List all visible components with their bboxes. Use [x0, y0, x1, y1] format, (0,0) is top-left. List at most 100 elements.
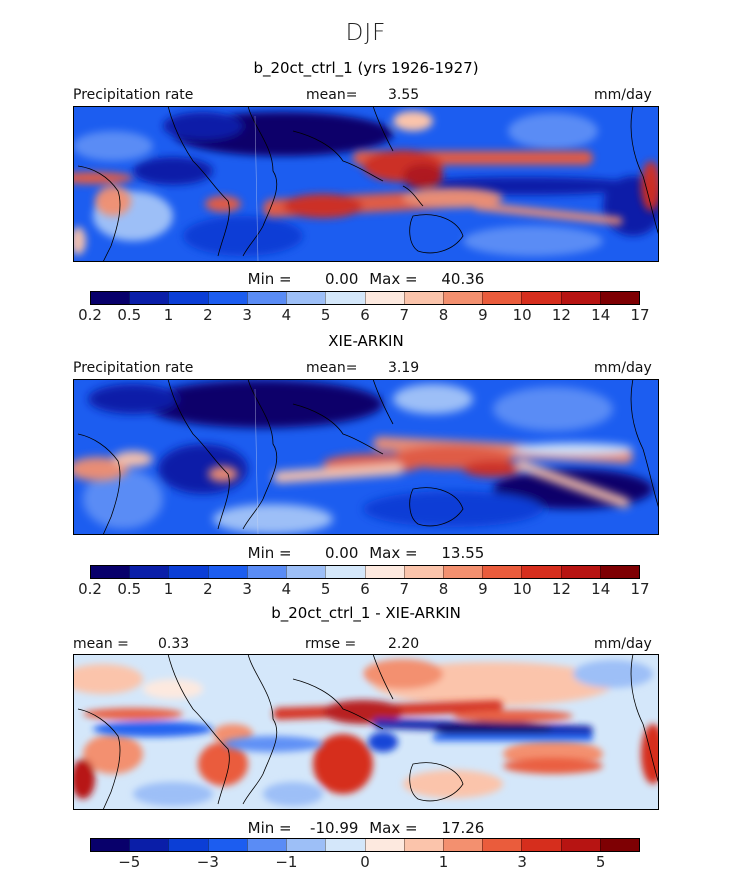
colorbar-tick-label: 17 — [630, 306, 650, 324]
panel-1-mean-label: mean= — [306, 87, 358, 103]
panel-2-variable-label: Precipitation rate — [73, 360, 194, 376]
panel-2-max-label: Max = — [369, 544, 418, 562]
colorbar-tick-label: 3 — [242, 580, 252, 598]
colorbar-swatch — [442, 292, 483, 304]
panel-1-variable-label: Precipitation rate — [73, 87, 194, 103]
colorbar-swatch — [560, 292, 600, 304]
colorbar-tick-label: 9 — [478, 580, 488, 598]
colorbar-swatch — [168, 566, 208, 578]
colorbar-swatch — [207, 566, 247, 578]
colorbar-tick-label: 4 — [281, 580, 292, 598]
panel-2-min-label: Min = — [247, 544, 292, 562]
colorbar-tick-label: 9 — [478, 306, 488, 324]
panel-1-max-value: 40.36 — [441, 270, 485, 288]
panel-1-colorbar-ticks: 0.2 0.5 1 2 3 4 5 6 7 8 9 10 12 14 17 — [78, 306, 649, 326]
colorbar-swatch — [286, 292, 326, 304]
colorbar-swatch — [286, 566, 326, 578]
colorbar-swatch — [129, 839, 169, 851]
colorbar-tick-label: 8 — [438, 306, 449, 324]
colorbar-swatch — [403, 839, 443, 851]
colorbar-tick-label: 10 — [512, 306, 532, 324]
colorbar-swatch — [91, 292, 130, 304]
colorbar-swatch — [364, 292, 404, 304]
colorbar-swatch — [599, 566, 640, 578]
colorbar-tick-label: 3 — [517, 853, 527, 871]
colorbar-tick-label: 5 — [320, 306, 331, 324]
colorbar-tick-label: 12 — [551, 580, 571, 598]
colorbar-swatch — [91, 566, 130, 578]
panel-3-min-value: -10.99 — [310, 819, 359, 837]
colorbar-tick-label: 2 — [203, 580, 213, 598]
panel-1-units: mm/day — [594, 87, 652, 103]
colorbar-tick-label: −3 — [196, 853, 219, 871]
panel-2-title: XIE-ARKIN — [328, 332, 404, 350]
panel-1-min-label: Min = — [247, 270, 292, 288]
panel-3-rmse-value: 2.20 — [388, 636, 420, 652]
colorbar-swatch — [129, 566, 169, 578]
panel-2-min-value: 0.00 — [325, 544, 359, 562]
panel-1-mean-value: 3.55 — [388, 87, 420, 103]
panel-1-title: b_20ct_ctrl_1 (yrs 1926-1927) — [253, 59, 479, 77]
panel-3-minmax: Min = -10.99 Max = 17.26 — [0, 819, 732, 837]
colorbar-swatch — [521, 292, 561, 304]
panel-2-map — [73, 379, 659, 535]
colorbar-swatch — [168, 292, 208, 304]
colorbar-swatch — [560, 566, 600, 578]
colorbar-tick-label: 0.2 — [78, 580, 102, 598]
panel-3-title: b_20ct_ctrl_1 - XIE-ARKIN — [271, 604, 461, 622]
panel-3-mean-value: 0.33 — [158, 636, 190, 652]
colorbar-tick-label: 1 — [163, 580, 174, 598]
colorbar-tick-label: 6 — [360, 306, 370, 324]
panel-3-mean-label: mean = — [73, 636, 129, 652]
colorbar-swatch — [129, 292, 169, 304]
colorbar-swatch — [246, 839, 287, 851]
colorbar-tick-label: 0.5 — [117, 306, 142, 324]
colorbar-swatch — [286, 839, 326, 851]
panel-3-rmse-label: rmse = — [305, 636, 357, 652]
colorbar-swatch — [521, 566, 561, 578]
colorbar-tick-label: 5 — [320, 580, 331, 598]
colorbar-swatch — [560, 839, 600, 851]
colorbar-tick-label: 0.5 — [117, 580, 142, 598]
colorbar-tick-label: 2 — [203, 306, 213, 324]
colorbar-tick-label: −5 — [118, 853, 141, 871]
panel-3-colorbar — [90, 838, 640, 852]
colorbar-swatch — [325, 292, 365, 304]
colorbar-tick-label: 1 — [438, 853, 449, 871]
colorbar-tick-label: 7 — [399, 306, 410, 324]
colorbar-tick-label: 14 — [591, 306, 611, 324]
panel-1-max-label: Max = — [369, 270, 418, 288]
colorbar-swatch — [442, 566, 483, 578]
colorbar-swatch — [364, 839, 404, 851]
colorbar-swatch — [207, 292, 247, 304]
colorbar-swatch — [482, 292, 522, 304]
colorbar-swatch — [325, 566, 365, 578]
colorbar-swatch — [403, 566, 443, 578]
colorbar-tick-label: 3 — [242, 306, 252, 324]
panel-2-colorbar-ticks: 0.2 0.5 1 2 3 4 5 6 7 8 9 10 12 14 17 — [78, 580, 649, 600]
colorbar-tick-label: 4 — [281, 306, 292, 324]
panel-2-mean-value: 3.19 — [388, 360, 420, 376]
colorbar-swatch — [168, 839, 208, 851]
season-title: DJF — [345, 20, 387, 46]
colorbar-tick-label: 5 — [595, 853, 606, 871]
panel-1-colorbar — [90, 291, 640, 305]
colorbar-swatch — [403, 292, 443, 304]
panel-2-colorbar — [90, 565, 640, 579]
colorbar-tick-label: −1 — [275, 853, 298, 871]
panel-3-min-label: Min = — [247, 819, 292, 837]
colorbar-tick-label: 0.2 — [78, 306, 102, 324]
colorbar-swatch — [599, 839, 640, 851]
panel-3-max-label: Max = — [369, 819, 418, 837]
panel-1-map — [73, 106, 659, 262]
colorbar-swatch — [207, 839, 247, 851]
colorbar-swatch — [364, 566, 404, 578]
colorbar-swatch — [246, 566, 287, 578]
colorbar-swatch — [521, 839, 561, 851]
panel-2-minmax: Min = 0.00 Max = 13.55 — [0, 544, 732, 562]
panel-3-colorbar-ticks: −5 −3 −1 0 1 3 5 — [90, 853, 640, 873]
colorbar-tick-label: 12 — [551, 306, 571, 324]
panel-3-max-value: 17.26 — [441, 819, 485, 837]
colorbar-swatch — [91, 839, 130, 851]
panel-1-min-value: 0.00 — [325, 270, 359, 288]
